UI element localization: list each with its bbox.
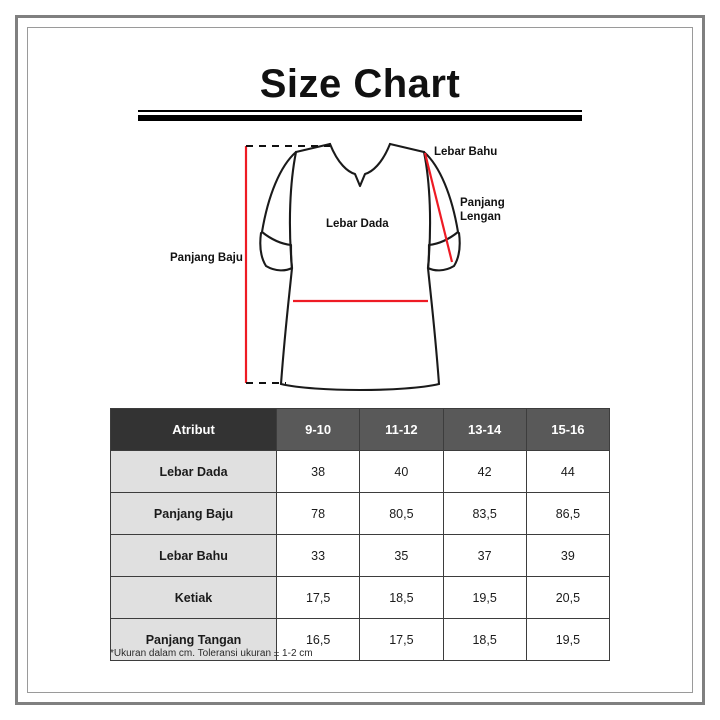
column-header-size-1: 9-10: [275, 408, 361, 451]
table-row: Lebar Dada 38 40 42 44: [110, 450, 611, 493]
title-divider: [138, 110, 582, 121]
page-title: Size Chart: [259, 62, 461, 106]
table-row: Panjang Baju 78 80,5 83,5 86,5: [110, 492, 611, 535]
cell-ketiak-13-14: 19,5: [442, 576, 527, 619]
column-header-size-4: 15-16: [525, 408, 611, 451]
label-sleeve-length-line2: Lengan: [460, 211, 501, 224]
cell-panjang-baju-13-14: 83,5: [442, 492, 527, 535]
frame-outer-border: [15, 15, 705, 705]
cell-ketiak-15-16: 20,5: [525, 576, 611, 619]
row-label-panjang-tangan: Panjang Tangan: [110, 618, 277, 661]
cell-ketiak-11-12: 18,5: [359, 576, 444, 619]
cell-lebar-bahu-11-12: 35: [359, 534, 444, 577]
row-label-lebar-bahu: Lebar Bahu: [110, 534, 277, 577]
title-divider-gap: [138, 112, 582, 115]
cell-lebar-dada-11-12: 40: [359, 450, 444, 493]
measurement-footnote: *Ukuran dalam cm. Toleransi ukuran ± 1-2…: [110, 648, 313, 659]
table-row: Panjang Tangan 16,5 17,5 18,5 19,5: [110, 618, 611, 661]
label-garment-length: Panjang Baju: [170, 252, 243, 264]
label-chest-width: Lebar Dada: [326, 218, 389, 230]
row-label-lebar-dada: Lebar Dada: [110, 450, 277, 493]
cell-panjang-baju-15-16: 86,5: [525, 492, 611, 535]
cell-lebar-dada-13-14: 42: [442, 450, 527, 493]
cell-lebar-bahu-9-10: 33: [275, 534, 361, 577]
cell-panjang-baju-9-10: 78: [275, 492, 361, 535]
table-row: Lebar Bahu 33 35 37 39: [110, 534, 611, 577]
row-label-ketiak: Ketiak: [110, 576, 277, 619]
label-shoulder-width: Lebar Bahu: [434, 146, 498, 158]
frame-inner-border: [27, 27, 693, 693]
table-header-row: Atribut 9-10 11-12 13-14 15-16: [110, 408, 611, 451]
column-header-size-2: 11-12: [359, 408, 444, 451]
cell-lebar-dada-15-16: 44: [525, 450, 611, 493]
label-sleeve-length: Panjang Lengan: [460, 196, 505, 225]
cell-panjang-baju-11-12: 80,5: [359, 492, 444, 535]
cell-panjang-tangan-11-12: 17,5: [359, 618, 444, 661]
cell-ketiak-9-10: 17,5: [275, 576, 361, 619]
cell-lebar-bahu-13-14: 37: [442, 534, 527, 577]
cell-lebar-dada-9-10: 38: [275, 450, 361, 493]
cell-panjang-tangan-9-10: 16,5: [275, 618, 361, 661]
title-divider-thin-line: [138, 110, 582, 112]
cell-lebar-bahu-15-16: 39: [525, 534, 611, 577]
column-header-size-3: 13-14: [442, 408, 527, 451]
size-table: Atribut 9-10 11-12 13-14 15-16 Lebar Dad…: [110, 408, 611, 661]
table-row: Ketiak 17,5 18,5 19,5 20,5: [110, 576, 611, 619]
column-header-attribute: Atribut: [110, 408, 277, 451]
size-table-body: Lebar Dada 38 40 42 44 Panjang Baju 78 8…: [110, 450, 611, 661]
label-sleeve-length-line1: Panjang: [460, 197, 505, 209]
title-divider-thick-line: [138, 115, 582, 121]
cell-panjang-tangan-13-14: 18,5: [442, 618, 527, 661]
size-table-head: Atribut 9-10 11-12 13-14 15-16: [110, 408, 611, 451]
row-label-panjang-baju: Panjang Baju: [110, 492, 277, 535]
cell-panjang-tangan-15-16: 19,5: [525, 618, 611, 661]
